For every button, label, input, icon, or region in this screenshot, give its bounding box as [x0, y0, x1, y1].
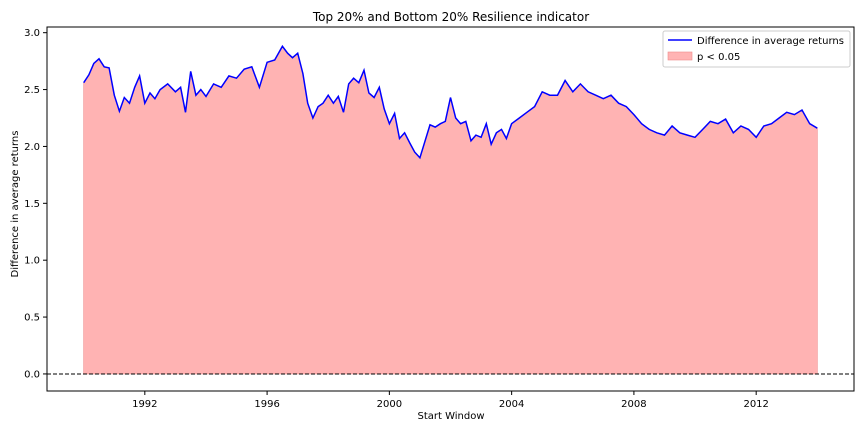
- plot-frame: [46, 26, 855, 392]
- y-axis-ticks: 0.0 0.5 1.0 1.5 2.0 2.5 3.0: [24, 28, 47, 380]
- legend-box: [662, 30, 851, 68]
- y-tick-label: 2.5: [24, 85, 40, 96]
- x-axis-ticks: 1992 1996 2000 2004 2008 2012: [132, 391, 769, 410]
- legend-area-swatch: [667, 51, 693, 61]
- series-line-difference: [83, 44, 818, 160]
- chart-title: Top 20% and Bottom 20% Resilience indica…: [312, 10, 589, 24]
- y-tick-label: 0.5: [24, 313, 40, 324]
- x-tick-label: 2000: [377, 399, 402, 410]
- y-tick-label: 2.0: [24, 142, 40, 153]
- y-tick-label: 3.0: [24, 28, 40, 39]
- y-tick-label: 1.0: [24, 256, 40, 267]
- x-tick-label: 1992: [132, 399, 157, 410]
- y-axis-label: Difference in average returns: [10, 131, 21, 278]
- x-tick-label: 2004: [499, 399, 524, 410]
- x-axis-label: Start Window: [417, 411, 484, 422]
- x-tick-label: 2012: [743, 399, 768, 410]
- y-tick-label: 1.5: [24, 199, 40, 210]
- legend-label-line: Difference in average returns: [697, 36, 844, 47]
- legend: Difference in average returns p < 0.05: [662, 30, 851, 68]
- plot-area: [46, 26, 855, 392]
- x-tick-label: 2008: [621, 399, 646, 410]
- x-tick-label: 1996: [254, 399, 279, 410]
- y-tick-label: 0.0: [24, 369, 40, 380]
- significance-shaded-area: [83, 45, 818, 375]
- legend-label-area: p < 0.05: [697, 52, 740, 63]
